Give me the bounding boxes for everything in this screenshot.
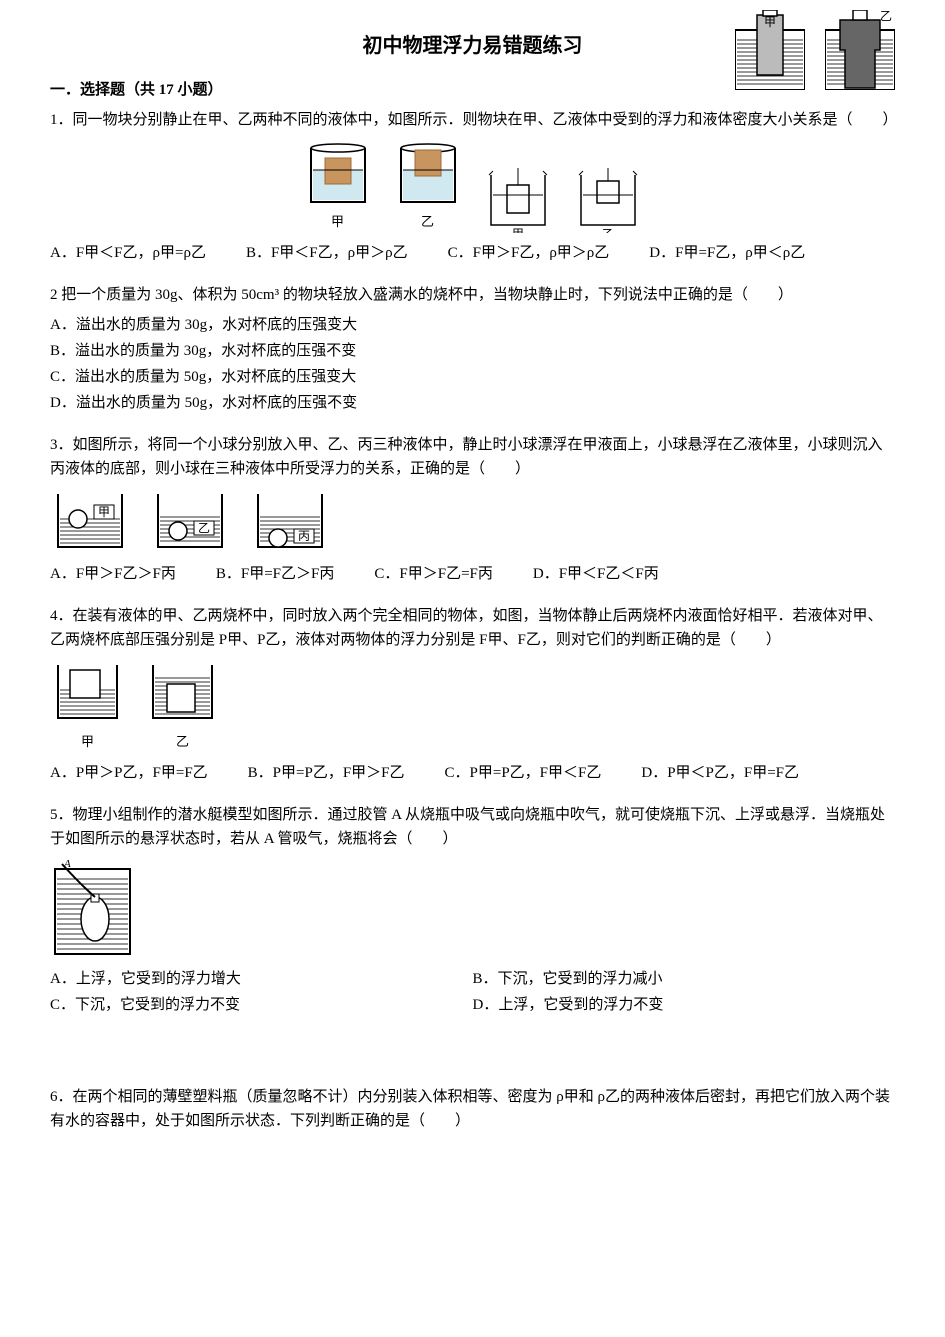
q2-option-b: B．溢出水的质量为 30g，水对杯底的压强不变 bbox=[50, 339, 895, 363]
q4-text: 4．在装有液体的甲、乙两烧杯中，同时放入两个完全相同的物体，如图，当物体静止后两… bbox=[50, 604, 895, 652]
q1-text: 1．同一物块分别静止在甲、乙两种不同的液体中，如图所示．则物块在甲、乙液体中受到… bbox=[50, 108, 895, 132]
svg-text:乙: 乙 bbox=[880, 10, 892, 23]
q3-option-b: B．F甲=F乙＞F丙 bbox=[216, 562, 335, 586]
q2-option-d: D．溢出水的质量为 50g，水对杯底的压强不变 bbox=[50, 391, 895, 415]
q3-text: 3．如图所示，将同一个小球分别放入甲、乙、丙三种液体中，静止时小球漂浮在甲液面上… bbox=[50, 433, 895, 481]
q6-text: 6．在两个相同的薄壁塑料瓶（质量忽略不计）内分别装入体积相等、密度为 ρ甲和 ρ… bbox=[50, 1085, 895, 1133]
q1-fig-yi: 乙 bbox=[393, 140, 463, 233]
svg-text:乙: 乙 bbox=[198, 521, 210, 535]
bottle-yi-icon: 乙 bbox=[825, 10, 895, 90]
q1-option-b: B．F甲＜F乙，ρ甲＞ρ乙 bbox=[246, 241, 408, 265]
q4-fig-jia: 甲 bbox=[50, 660, 125, 753]
q5-option-a: A．上浮，它受到的浮力增大 bbox=[50, 967, 473, 991]
question-5: 5．物理小组制作的潜水艇模型如图所示．通过胶管 A 从烧瓶中吸气或向烧瓶中吹气，… bbox=[50, 803, 895, 1019]
q3-fig-jia: 甲 bbox=[50, 489, 130, 554]
q3-option-d: D．F甲＜F乙＜F丙 bbox=[533, 562, 659, 586]
svg-text:乙: 乙 bbox=[601, 227, 613, 233]
q1-fig-outline-yi: 乙 bbox=[573, 163, 643, 233]
q1-fig-jia: 甲 bbox=[303, 140, 373, 233]
q5-text: 5．物理小组制作的潜水艇模型如图所示．通过胶管 A 从烧瓶中吸气或向烧瓶中吹气，… bbox=[50, 803, 895, 851]
q4-option-c: C．P甲=P乙，F甲＜F乙 bbox=[445, 761, 602, 785]
question-4: 4．在装有液体的甲、乙两烧杯中，同时放入两个完全相同的物体，如图，当物体静止后两… bbox=[50, 604, 895, 785]
q1-option-d: D．F甲=F乙，ρ甲＜ρ乙 bbox=[649, 241, 805, 265]
svg-text:甲: 甲 bbox=[764, 15, 776, 29]
q3-option-a: A．F甲＞F乙＞F丙 bbox=[50, 562, 176, 586]
svg-text:丙: 丙 bbox=[298, 529, 310, 543]
q3-option-c: C．F甲＞F乙=F丙 bbox=[374, 562, 493, 586]
question-6: 6．在两个相同的薄壁塑料瓶（质量忽略不计）内分别装入体积相等、密度为 ρ甲和 ρ… bbox=[50, 1085, 895, 1133]
question-1: 1．同一物块分别静止在甲、乙两种不同的液体中，如图所示．则物块在甲、乙液体中受到… bbox=[50, 108, 895, 265]
q3-fig-bing: 丙 bbox=[250, 489, 330, 554]
bottle-jia-icon: 甲 bbox=[735, 10, 805, 90]
question-2: 2 把一个质量为 30g、体积为 50cm³ 的物块轻放入盛满水的烧杯中，当物块… bbox=[50, 283, 895, 415]
q4-option-b: B．P甲=P乙，F甲＞F乙 bbox=[248, 761, 405, 785]
q1-fig-outline-jia: 甲 bbox=[483, 163, 553, 233]
q5-option-c: C．下沉，它受到的浮力不变 bbox=[50, 993, 473, 1017]
q6-top-figure: 甲 乙 bbox=[735, 10, 895, 90]
svg-text:甲: 甲 bbox=[98, 505, 110, 519]
q2-text: 2 把一个质量为 30g、体积为 50cm³ 的物块轻放入盛满水的烧杯中，当物块… bbox=[50, 283, 895, 307]
svg-text:A: A bbox=[63, 859, 71, 870]
q4-option-d: D．P甲＜P乙，F甲=F乙 bbox=[641, 761, 799, 785]
q2-option-a: A．溢出水的质量为 30g，水对杯底的压强变大 bbox=[50, 313, 895, 337]
q5-option-d: D．上浮，它受到的浮力不变 bbox=[473, 993, 896, 1017]
question-3: 3．如图所示，将同一个小球分别放入甲、乙、丙三种液体中，静止时小球漂浮在甲液面上… bbox=[50, 433, 895, 586]
q1-option-c: C．F甲＞F乙，ρ甲＞ρ乙 bbox=[448, 241, 610, 265]
q4-option-a: A．P甲＞P乙，F甲=F乙 bbox=[50, 761, 208, 785]
q5-option-b: B．下沉，它受到的浮力减小 bbox=[473, 967, 896, 991]
q4-fig-yi: 乙 bbox=[145, 660, 220, 753]
q5-fig: A bbox=[50, 859, 135, 959]
q3-fig-yi: 乙 bbox=[150, 489, 230, 554]
q2-option-c: C．溢出水的质量为 50g，水对杯底的压强变大 bbox=[50, 365, 895, 389]
q1-option-a: A．F甲＜F乙，ρ甲=ρ乙 bbox=[50, 241, 206, 265]
svg-text:甲: 甲 bbox=[511, 227, 523, 233]
